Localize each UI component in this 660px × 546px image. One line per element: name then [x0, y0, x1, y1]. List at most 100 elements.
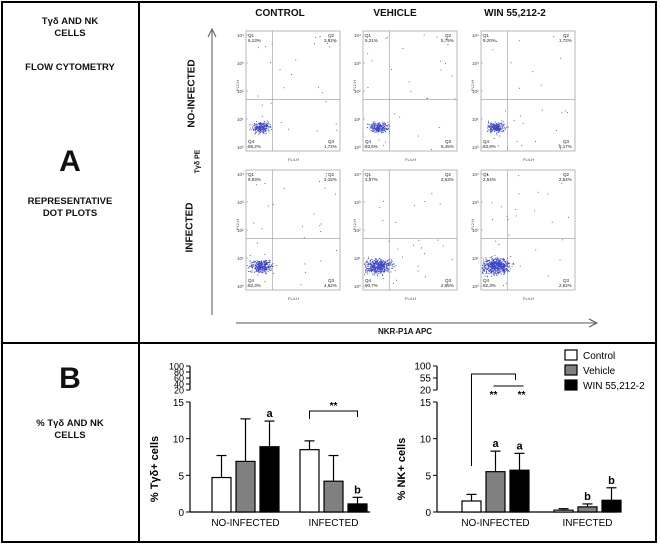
dot — [374, 132, 376, 133]
dot — [375, 266, 377, 268]
y-tick-label: 40 — [174, 380, 184, 390]
dot — [251, 129, 253, 131]
dot — [374, 263, 375, 265]
dot — [491, 275, 492, 277]
dot-plot: 10⁰10¹10²10³10⁴FL2-HFL4-HQ19,93%Q23,15%Q… — [235, 169, 341, 301]
dot — [325, 175, 327, 177]
dot — [372, 125, 373, 127]
dot — [562, 239, 563, 241]
dot — [493, 125, 495, 126]
dot — [376, 262, 378, 264]
dot — [502, 271, 504, 273]
dot — [487, 125, 489, 127]
dot — [380, 267, 382, 269]
dot — [482, 261, 484, 263]
dot — [259, 126, 260, 127]
panel-a-sub-line2: DOT PLOTS — [42, 208, 98, 219]
dot — [561, 112, 563, 114]
dot — [375, 264, 377, 265]
dot — [375, 129, 377, 130]
dot — [486, 275, 488, 277]
dot — [378, 266, 379, 268]
dot — [506, 270, 507, 272]
dot — [325, 101, 327, 103]
dot — [255, 265, 257, 267]
dot — [484, 270, 485, 271]
tick-label: 10¹ — [354, 256, 361, 261]
dot — [384, 270, 386, 272]
dot — [493, 272, 495, 274]
q2-name: Q2 — [328, 33, 335, 38]
dot — [256, 269, 258, 271]
dot — [267, 205, 269, 207]
dot — [265, 263, 266, 265]
dot — [268, 260, 270, 261]
dot — [374, 126, 375, 128]
dot — [257, 130, 259, 132]
dot — [255, 268, 257, 270]
dot — [493, 124, 495, 126]
dot — [499, 267, 501, 269]
dot — [258, 132, 260, 134]
dot — [424, 253, 425, 255]
dot — [498, 271, 499, 273]
dot — [251, 266, 253, 268]
tick-label: 10¹ — [237, 256, 244, 261]
column-header-control: CONTROL — [255, 8, 305, 19]
dot — [381, 260, 383, 261]
dot — [505, 261, 507, 263]
dot — [367, 126, 369, 128]
dot — [371, 126, 373, 128]
dot — [260, 122, 262, 124]
dot — [270, 62, 271, 63]
dot — [388, 264, 390, 266]
dot — [265, 268, 266, 270]
dot — [382, 274, 383, 276]
dot — [494, 258, 496, 260]
dot — [491, 127, 493, 128]
dot — [496, 128, 498, 130]
dot — [265, 125, 267, 127]
dot — [370, 130, 372, 132]
dot — [380, 124, 382, 126]
dot — [280, 122, 282, 123]
dot-plot: 10⁰10¹10²10³10⁴FL2-HFL4-HQ13,97%Q22,63%Q… — [352, 169, 458, 301]
dot — [491, 263, 493, 265]
dot — [250, 263, 252, 265]
dot — [491, 259, 493, 261]
q3-name: Q3 — [445, 278, 452, 283]
dot — [486, 261, 488, 263]
dot — [374, 267, 376, 269]
dot — [249, 129, 251, 131]
dot — [484, 267, 486, 268]
dot — [495, 266, 497, 268]
dot — [369, 268, 371, 270]
dot — [386, 128, 388, 129]
dot — [496, 273, 498, 275]
dot — [379, 261, 381, 262]
dot — [508, 262, 510, 264]
dot — [263, 131, 264, 133]
dot — [324, 187, 326, 189]
dot — [266, 125, 268, 127]
dot — [261, 125, 263, 127]
dot — [484, 263, 486, 264]
dot — [502, 121, 504, 123]
dot — [487, 273, 489, 275]
dot — [502, 267, 504, 269]
dot — [257, 262, 259, 264]
dot-plot-frame — [362, 30, 458, 152]
dot — [373, 269, 375, 271]
dot — [390, 271, 392, 273]
dot — [262, 115, 264, 117]
significance-letter: b — [354, 484, 361, 496]
dot — [380, 123, 381, 125]
dot — [387, 36, 389, 38]
dot — [375, 271, 377, 273]
dot — [270, 265, 272, 267]
dot — [489, 264, 491, 266]
dot — [491, 269, 492, 271]
dot — [493, 130, 495, 132]
dot — [385, 260, 387, 262]
dot — [485, 264, 487, 265]
